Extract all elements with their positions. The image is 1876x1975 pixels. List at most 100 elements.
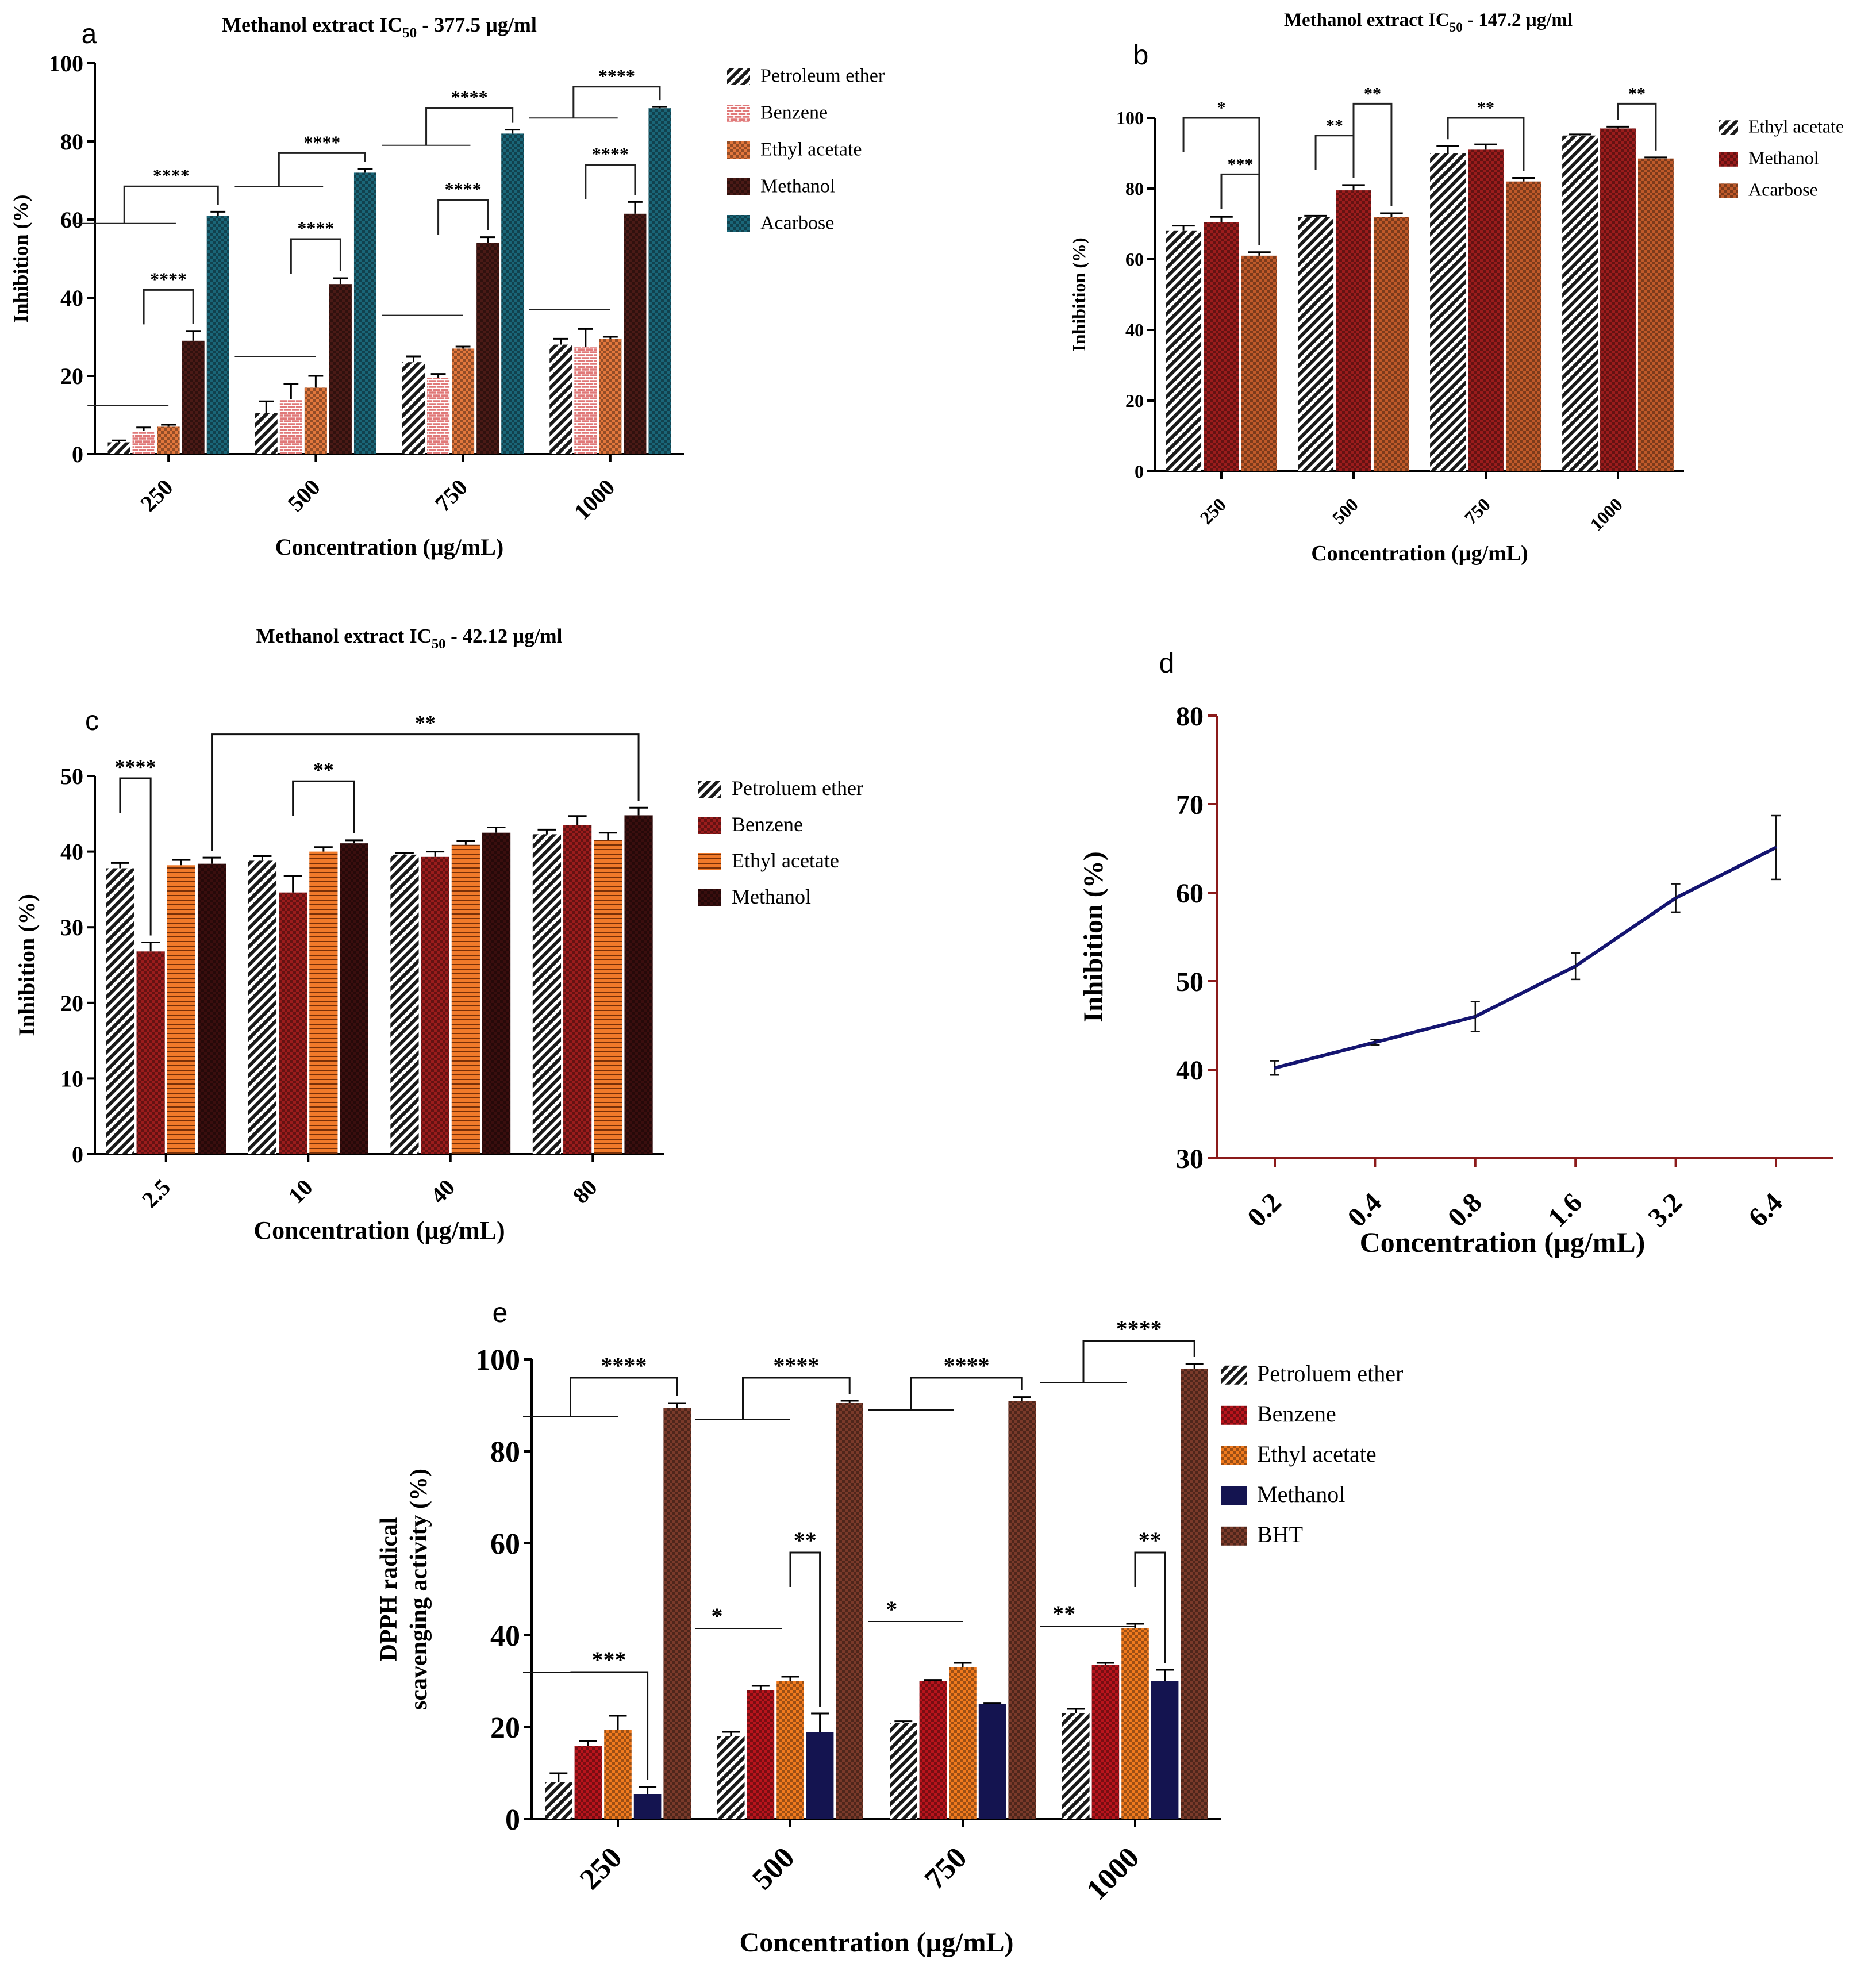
legend-label: Benzene: [1257, 1401, 1336, 1427]
y-axis-label: Inhibition (%): [1078, 851, 1109, 1022]
legend-swatch: [1719, 120, 1738, 135]
significance-bracket: [572, 86, 661, 118]
y-tick-label: 50: [1176, 967, 1204, 997]
bar: [1008, 1401, 1036, 1819]
x-tick-label: 500: [746, 1841, 801, 1896]
bar: [1298, 217, 1334, 471]
significance-label: **: [313, 758, 334, 781]
data-line: [1274, 846, 1777, 1070]
bar: [836, 1403, 863, 1819]
y-axis-label: Inhibition (%): [9, 194, 32, 322]
x-tick-label: 3.2: [1642, 1187, 1688, 1233]
x-axis-label: Concentration (µg/mL): [275, 534, 503, 560]
x-axis-label: Concentration (µg/mL): [253, 1216, 505, 1244]
significance-label: ****: [592, 144, 629, 164]
x-axis-label: Concentration (µg/mL): [740, 1927, 1014, 1958]
chart-title: Methanol extract IC50 - 42.12 µg/ml: [256, 625, 563, 652]
bar: [182, 340, 205, 454]
significance-bracket: [278, 152, 366, 187]
bar: [167, 865, 195, 1154]
bar: [340, 843, 368, 1154]
y-tick-label: 100: [475, 1344, 520, 1377]
legend-label: Ethyl acetate: [732, 849, 839, 872]
bar: [197, 863, 226, 1154]
significance-label: **: [1139, 1527, 1162, 1553]
significance-bracket: [570, 1377, 678, 1417]
legend-swatch: [727, 215, 750, 232]
significance-label: **: [1326, 116, 1343, 135]
y-tick-label: 60: [60, 207, 83, 233]
bar: [624, 815, 653, 1154]
bar: [806, 1732, 834, 1819]
y-tick-label: 20: [60, 363, 83, 389]
bar: [421, 856, 449, 1154]
bar: [402, 362, 425, 454]
bar: [747, 1690, 775, 1819]
bar: [1336, 190, 1371, 471]
bar: [624, 213, 647, 454]
y-tick-label: 80: [1125, 178, 1144, 199]
legend-swatch: [727, 141, 750, 159]
panel-letter: b: [1133, 40, 1149, 71]
significance-label: ****: [1116, 1316, 1162, 1342]
data-point: [1474, 1015, 1477, 1018]
y-tick-label: 30: [1176, 1144, 1204, 1174]
bar: [157, 426, 180, 454]
data-point: [1374, 1041, 1377, 1044]
bar: [451, 844, 480, 1154]
significance-label: ****: [115, 755, 156, 778]
y-tick-label: 0: [72, 1142, 83, 1167]
bar: [255, 413, 278, 454]
y-tick-label: 60: [1125, 249, 1144, 270]
significance-bracket: [742, 1377, 851, 1419]
legend-swatch: [698, 853, 721, 870]
legend-swatch: [1221, 1405, 1247, 1425]
significance-label: ****: [445, 179, 482, 199]
bar: [279, 892, 307, 1154]
y-tick-label: 50: [60, 763, 83, 789]
y-tick-label: 0: [1135, 461, 1144, 482]
significance-bracket: [292, 780, 355, 833]
x-tick-label: 0.2: [1241, 1187, 1287, 1233]
bar: [482, 832, 511, 1154]
significance-label: **: [1628, 84, 1646, 103]
y-tick-label: 80: [490, 1436, 520, 1469]
x-tick-label: 250: [574, 1841, 628, 1896]
significance-bracket: [1220, 173, 1260, 245]
y-axis-label: Inhibition (%): [1068, 237, 1089, 351]
bar: [545, 1782, 572, 1819]
bar: [549, 344, 572, 454]
significance-bracket: [1082, 1340, 1195, 1382]
bar: [1468, 149, 1504, 472]
x-tick-label: 500: [1328, 494, 1362, 528]
significance-label: ***: [592, 1647, 626, 1673]
bar: [206, 216, 229, 454]
chart-title: Methanol extract IC50 - 377.5 µg/ml: [222, 13, 537, 41]
x-tick-label: 1000: [569, 474, 620, 525]
y-tick-label: 20: [60, 990, 83, 1016]
y-tick-label: 70: [1176, 790, 1204, 820]
y-tick-label: 20: [490, 1712, 520, 1745]
y-tick-label: 30: [60, 915, 83, 940]
bar: [890, 1723, 917, 1819]
legend-label: BHT: [1257, 1521, 1303, 1547]
legend-label: Methanol: [1257, 1481, 1345, 1507]
significance-bracket: [1134, 1551, 1166, 1663]
bar: [949, 1667, 977, 1819]
x-tick-label: 6.4: [1743, 1187, 1789, 1233]
legend-label: Petroluem ether: [1257, 1361, 1403, 1386]
x-axis-label: Concentration (µg/mL): [1311, 541, 1528, 566]
significance-bracket: [789, 1551, 821, 1707]
significance-label: **: [794, 1527, 817, 1553]
bar: [1637, 158, 1674, 472]
bar: [1600, 128, 1636, 471]
bar: [1505, 181, 1541, 471]
bar: [1430, 153, 1466, 471]
bar: [1151, 1681, 1179, 1819]
bar: [978, 1704, 1006, 1819]
bar: [574, 347, 597, 454]
x-tick-label: 1000: [1081, 1841, 1146, 1907]
significance-bracket: [910, 1377, 1023, 1410]
bar: [390, 854, 419, 1154]
chart-title: Methanol extract IC50 - 147.2 µg/ml: [1284, 10, 1573, 34]
